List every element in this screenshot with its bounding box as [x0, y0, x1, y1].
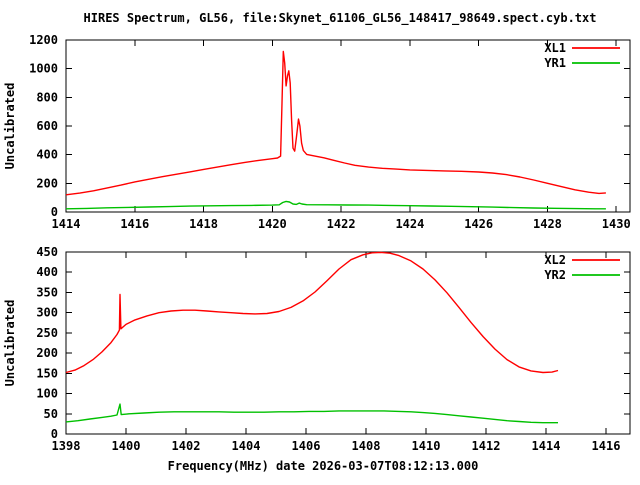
series-yr2-line	[65, 403, 558, 424]
x-tick-label: 1416	[120, 217, 149, 231]
series-xl2-line	[65, 251, 559, 374]
y-tick-label: 1200	[29, 33, 58, 47]
series-xl1-line	[65, 50, 606, 196]
x-tick-label: 1404	[232, 439, 261, 453]
y-tick-label: 400	[36, 148, 58, 162]
y-tick-label: 200	[36, 176, 58, 190]
y-tick-label: 200	[36, 346, 58, 360]
plot-title: HIRES Spectrum, GL56, file:Skynet_61106_…	[84, 11, 597, 26]
y-axis-label: Uncalibrated	[3, 83, 17, 170]
y-tick-label: 450	[36, 245, 58, 259]
y-axis-label: Uncalibrated	[3, 300, 17, 387]
y-tick-label: 100	[36, 387, 58, 401]
chart-bottom-panel: 1398 1400 1402 1404 1406 1408 1410 1412 1414 1416…	[3, 245, 631, 453]
y-tick-label: 400	[36, 265, 58, 279]
x-tick-label: 1420	[258, 217, 287, 231]
legend-label-yr1: YR1	[544, 56, 566, 70]
x-tick-label: 1426	[464, 217, 493, 231]
x-tick-label: 1410	[412, 439, 441, 453]
legend-label-xl2: XL2	[544, 253, 566, 267]
y-tick-label: 1000	[29, 62, 58, 76]
x-tick-label: 1416	[592, 439, 621, 453]
plot-frame	[65, 251, 631, 435]
x-tick-label: 1400	[112, 439, 141, 453]
y-tick-label: 300	[36, 306, 58, 320]
y-tick-label: 250	[36, 326, 58, 340]
x-tick-label: 1428	[533, 217, 562, 231]
x-tick-label: 1408	[352, 439, 381, 453]
x-tick-label: 1414	[532, 439, 561, 453]
y-tick-label: 800	[36, 90, 58, 104]
chart-top-panel: 1414 1416 1418 1420 1422 1424 1426 1428 1430 0 200…	[3, 33, 631, 231]
y-tick-label: 0	[51, 205, 58, 219]
x-axis-label: Frequency(MHz) date 2026-03-07T08:12:13.…	[168, 459, 479, 473]
series-yr1-line	[65, 200, 606, 210]
y-tick-label: 600	[36, 119, 58, 133]
x-tick-label: 1430	[602, 217, 631, 231]
y-tick-label: 350	[36, 285, 58, 299]
x-tick-label: 1422	[327, 217, 356, 231]
y-tick-label: 0	[51, 427, 58, 441]
legend-label-xl1: XL1	[544, 41, 566, 55]
x-tick-label: 1406	[292, 439, 321, 453]
x-tick-label: 1424	[395, 217, 424, 231]
y-tick-label: 150	[36, 366, 58, 380]
y-tick-label: 50	[44, 407, 58, 421]
x-tick-label: 1402	[172, 439, 201, 453]
x-tick-label: 1412	[472, 439, 501, 453]
x-tick-label: 1398	[52, 439, 81, 453]
legend-label-yr2: YR2	[544, 268, 566, 282]
x-tick-label: 1414	[52, 217, 81, 231]
x-tick-label: 1418	[189, 217, 218, 231]
